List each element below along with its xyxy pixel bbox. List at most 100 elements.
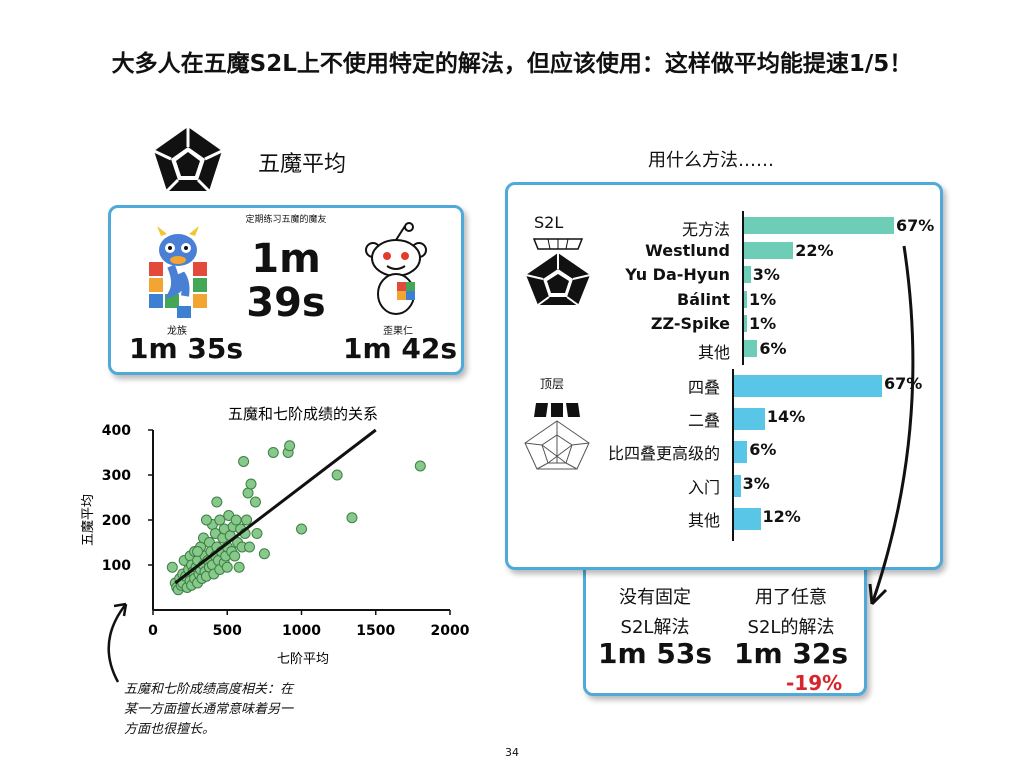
alien-icon: [363, 222, 429, 322]
s2l-bar-value: 1%: [749, 314, 777, 334]
annotation-line2: 某一方面擅长通常意味着另一: [124, 702, 294, 717]
top-bar-value: 6%: [749, 440, 777, 460]
left-person-time: 1m 35s: [129, 332, 244, 365]
s2l-bar-value: 1%: [749, 289, 777, 309]
annotation-line1: 五魔和七阶成绩高度相关：在: [124, 682, 294, 697]
s2l-bar: [744, 290, 747, 308]
scatter-point: [346, 512, 358, 524]
scatter-chart: 五魔和七阶成绩的关系 0 500 1000 1500 2000100200300400 …: [81, 405, 470, 667]
compare-left-line2: S2L解法: [620, 617, 690, 638]
compare-right-time: 1m 32s: [733, 637, 849, 670]
scatter-point: [245, 478, 257, 490]
x-tick-label: 1500: [356, 623, 395, 639]
x-tick-label: 0: [148, 623, 158, 639]
page-title: 大多人在五魔S2L上不使用特定的解法，但应该使用：这样做平均能提速1/5！: [111, 51, 913, 77]
right-person-time: 1m 42s: [343, 332, 458, 365]
scatter-point: [214, 514, 226, 526]
top-bar: [734, 507, 761, 530]
top-bar: [734, 441, 748, 464]
scatter-point: [221, 561, 233, 573]
annotation-note: 五魔和七阶成绩高度相关：在 某一方面擅长通常意味着另一 方面也很擅长。: [124, 680, 364, 740]
y-tick-label: 400: [102, 423, 131, 439]
s2l-bar-label: Bálint: [677, 289, 730, 309]
s2l-megaminx-icon: [524, 237, 592, 311]
top-bar: [734, 408, 765, 431]
x-tick-label: 2000: [431, 623, 470, 639]
top-bar-label: 四叠: [687, 378, 720, 397]
s2l-label: S2L: [534, 213, 564, 232]
scatter-point: [211, 496, 223, 508]
s2l-bar: [744, 340, 758, 357]
scatter-point: [267, 447, 279, 458]
s2l-bar-label: 其他: [697, 343, 730, 362]
s2l-bar-value: 22%: [795, 240, 834, 260]
scatter-point: [238, 456, 250, 467]
top-bar: [734, 474, 741, 497]
scatter-point: [414, 460, 426, 472]
top-bar-label: 比四叠更高级的: [607, 444, 720, 464]
s2l-bar: [744, 217, 894, 234]
dragon-icon: [147, 222, 209, 326]
trend-line: [174, 428, 377, 585]
average-card: 定期练习五魔的魔友 龙族 1m 35s 1m 39s: [108, 205, 464, 375]
compare-left-line1: 没有固定: [619, 587, 691, 608]
s2l-bar: [744, 241, 794, 259]
s2l-bar-axis: [742, 211, 744, 365]
scatter-point: [331, 469, 343, 481]
center-time-seconds: 39s: [246, 280, 326, 326]
curved-arrow-icon: [868, 245, 915, 606]
top-bar-value: 12%: [762, 506, 801, 526]
scatter-point: [284, 440, 296, 452]
average-caption: 定期练习五魔的魔友: [245, 215, 327, 225]
scatter-point: [296, 523, 307, 535]
s2l-bar: [744, 266, 751, 284]
top-layer-label: 顶层: [540, 377, 565, 391]
scatter-point: [242, 487, 254, 499]
x-tick-label: 1000: [282, 623, 321, 639]
top-bar: [734, 375, 882, 397]
s2l-bar-value: 67%: [896, 216, 935, 235]
scatter-point: [166, 561, 178, 573]
page-number: 34: [505, 746, 519, 759]
left-person-name: 龙族: [167, 326, 187, 337]
s2l-bar-label: Westlund: [645, 240, 730, 260]
scatter-point: [233, 561, 245, 573]
scatter-title: 五魔和七阶成绩的关系: [228, 405, 378, 423]
scatter-point: [229, 550, 241, 562]
s2l-bar-label: Yu Da-Hyun: [625, 265, 730, 285]
s2l-bar: [744, 315, 747, 333]
compare-right-line1: 用了任意: [755, 587, 827, 608]
compare-left-time: 1m 53s: [597, 637, 713, 670]
x-axis-label: 七阶平均: [277, 652, 329, 667]
scatter-point: [200, 514, 212, 526]
scatter-point: [192, 546, 204, 557]
top-bar-value: 3%: [742, 473, 770, 493]
top-bar-label: 其他: [687, 510, 720, 530]
top-layer-megaminx-icon: [522, 401, 592, 475]
y-axis-label: 五魔平均: [81, 494, 96, 546]
compare-right-line2: S2L的解法: [747, 617, 835, 638]
scatter-point: [244, 541, 256, 553]
y-tick-label: 200: [102, 513, 131, 529]
scatter-point: [251, 528, 263, 539]
scatter-point: [230, 514, 242, 526]
compare-delta: -19%: [786, 671, 843, 695]
x-tick-label: 500: [213, 623, 242, 639]
s2l-bar-value: 3%: [752, 265, 780, 285]
scatter-point: [258, 548, 270, 560]
scatter-point: [249, 496, 261, 508]
y-tick-label: 300: [102, 468, 131, 484]
center-time-minutes: 1m: [251, 236, 321, 282]
annotation-arrow-icon: [107, 602, 128, 683]
megaminx-icon: [152, 125, 224, 193]
s2l-bar-label: 无方法: [681, 220, 730, 239]
s2l-bar-value: 6%: [759, 339, 787, 358]
right-person-name: 歪果仁: [383, 326, 413, 337]
left-header-label: 五魔平均: [258, 152, 347, 177]
y-tick-label: 100: [102, 558, 131, 574]
scatter-point: [241, 514, 253, 526]
top-bar-label: 入门: [687, 477, 720, 497]
top-bar-value: 14%: [766, 407, 806, 427]
right-header-label: 用什么方法……: [648, 150, 774, 171]
s2l-bar-label: ZZ-Spike: [650, 314, 730, 334]
